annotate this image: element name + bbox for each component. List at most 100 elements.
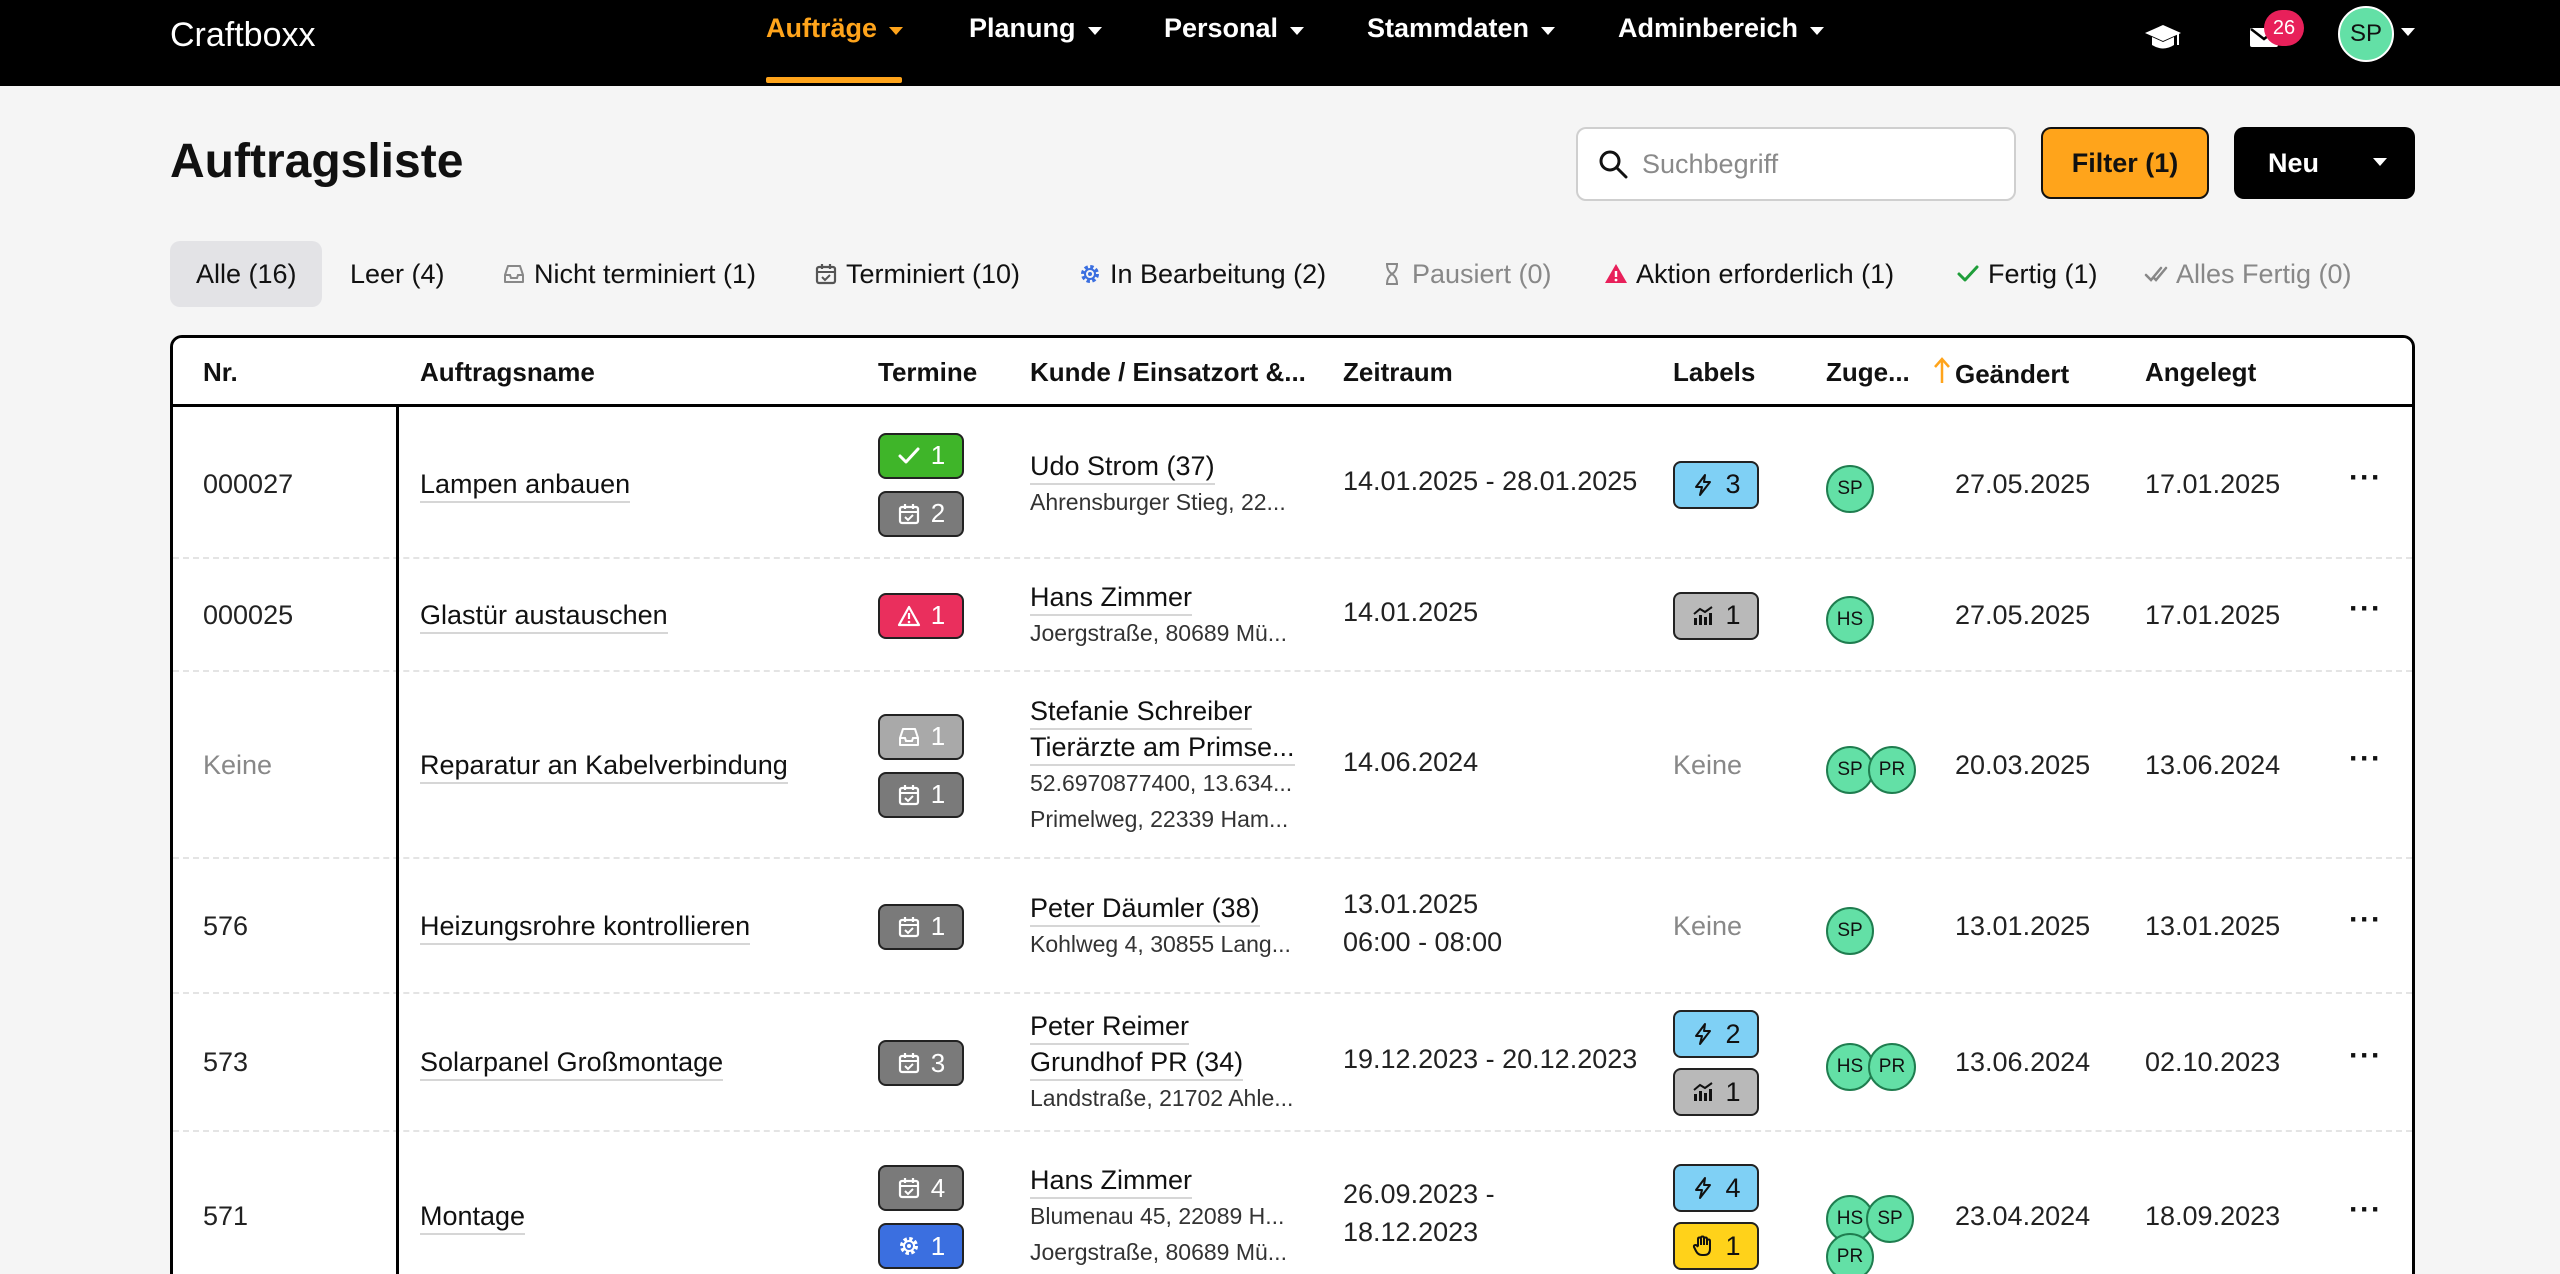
- more-actions-icon[interactable]: ···: [2349, 902, 2382, 936]
- assignee-avatar[interactable]: PR: [1868, 745, 1916, 794]
- assignee-avatar[interactable]: SP: [1866, 1195, 1914, 1243]
- customer-name[interactable]: Grundhof PR (34): [1030, 1045, 1244, 1081]
- status-tab[interactable]: Terminiert (10): [788, 241, 1046, 307]
- label-badge[interactable]: 4: [1673, 1164, 1759, 1212]
- status-tab[interactable]: In Bearbeitung (2): [1052, 241, 1352, 307]
- label-badge[interactable]: 1: [1673, 1222, 1759, 1270]
- status-tab[interactable]: Pausiert (0): [1354, 241, 1578, 307]
- customer-name[interactable]: Hans Zimmer: [1030, 1163, 1193, 1199]
- status-tab[interactable]: Aktion erforderlich (1): [1578, 241, 1920, 307]
- column-header[interactable]: Termine: [878, 357, 977, 388]
- column-header[interactable]: Zeitraum: [1343, 357, 1453, 388]
- nav-item-planung[interactable]: Planung: [969, 13, 1102, 86]
- label-badge[interactable]: 2: [1673, 1010, 1759, 1058]
- customer-address: Blumenau 45, 22089 H...: [1030, 1203, 1285, 1229]
- order-name-link[interactable]: Montage: [420, 1201, 526, 1235]
- created-date: 02.10.2023: [2145, 1047, 2281, 1077]
- label-badge[interactable]: 1: [1673, 591, 1759, 640]
- status-tab[interactable]: Leer (4): [324, 241, 471, 307]
- table-row[interactable]: 573 Solarpanel Großmontage 3 Peter Reimer Gr…: [173, 994, 2412, 1132]
- appointment-badge[interactable]: 1: [878, 903, 964, 950]
- appointment-badge[interactable]: 1: [878, 1223, 964, 1269]
- assignee-avatar[interactable]: SP: [1826, 464, 1874, 513]
- more-actions-icon[interactable]: ···: [2349, 460, 2382, 494]
- customer-name[interactable]: Tierärzte am Primse...: [1030, 730, 1295, 766]
- order-name-link[interactable]: Reparatur an Kabelverbindung: [420, 749, 788, 784]
- appointment-badge[interactable]: 3: [878, 1040, 964, 1086]
- status-tab[interactable]: Nicht terminiert (1): [476, 241, 782, 307]
- appointment-badge[interactable]: 1: [878, 592, 964, 639]
- column-header[interactable]: Nr.: [203, 357, 238, 388]
- appointment-badge[interactable]: 1: [878, 432, 964, 479]
- appointment-badge[interactable]: 1: [878, 713, 964, 760]
- customer-name[interactable]: Peter Däumler (38): [1030, 891, 1260, 927]
- table-row[interactable]: Keine Reparatur an Kabelverbindung 1 1 Stefa…: [173, 672, 2412, 859]
- customer-cell: Peter Däumler (38) Kohlweg 4, 30855 Lang.…: [1030, 891, 1320, 963]
- more-actions-icon[interactable]: ···: [2349, 741, 2382, 775]
- assignee-avatar[interactable]: PR: [1868, 1043, 1916, 1091]
- more-actions-icon[interactable]: ···: [2349, 1039, 2382, 1072]
- order-name-link[interactable]: Glastür austauschen: [420, 599, 668, 634]
- column-header[interactable]: Labels: [1673, 357, 1755, 388]
- table-row[interactable]: 576 Heizungsrohre kontrollieren 1 Peter Däu…: [173, 859, 2412, 994]
- filter-button[interactable]: Filter (1): [2041, 127, 2209, 199]
- more-actions-icon[interactable]: ···: [2349, 591, 2382, 625]
- assignee-avatar[interactable]: SP: [1826, 906, 1874, 955]
- customer-address: Ahrensburger Stieg, 22...: [1030, 488, 1286, 515]
- appointment-count: 2: [930, 498, 946, 528]
- search-input[interactable]: [1642, 148, 2002, 180]
- gear-icon: [1078, 262, 1102, 286]
- nav-item-aufträge[interactable]: Aufträge: [766, 13, 904, 86]
- column-divider: [396, 407, 399, 1274]
- table-row[interactable]: 571 Montage 4 1 Hans Zimmer Blumenau 45, 2208…: [173, 1132, 2412, 1274]
- nav-item-personal[interactable]: Personal: [1164, 13, 1305, 86]
- customer-name[interactable]: Peter Reimer: [1030, 1009, 1190, 1045]
- table-row[interactable]: 000027 Lampen anbauen 1 2 Udo Strom (37) Ahre…: [173, 410, 2412, 559]
- customer-name[interactable]: Stefanie Schreiber: [1030, 694, 1253, 730]
- customer-cell: Udo Strom (37) Ahrensburger Stieg, 22...: [1030, 449, 1320, 521]
- assignee-avatar[interactable]: PR: [1826, 1233, 1874, 1274]
- order-name-link[interactable]: Solarpanel Großmontage: [420, 1047, 724, 1081]
- status-tab[interactable]: Alle (16): [170, 241, 322, 307]
- active-nav-underline: [766, 77, 902, 83]
- status-tab[interactable]: Alles Fertig (0): [2118, 241, 2378, 307]
- order-name: Heizungsrohre kontrollieren: [420, 910, 751, 945]
- more-actions-icon[interactable]: ···: [2349, 1193, 2382, 1226]
- sort-arrow-up-icon: [1933, 357, 1951, 392]
- brand-logo[interactable]: Craftboxx: [170, 16, 316, 54]
- appointment-badge[interactable]: 2: [878, 490, 964, 537]
- double-check-icon: [2144, 262, 2168, 286]
- nav-item-adminbereich[interactable]: Adminbereich: [1618, 13, 1825, 86]
- bolt-icon: [1691, 473, 1715, 497]
- assignee-avatar[interactable]: HS: [1826, 595, 1874, 644]
- appointment-badge[interactable]: 1: [878, 771, 964, 818]
- chevron-down-icon[interactable]: [2373, 158, 2387, 166]
- order-number: Keine: [203, 749, 273, 780]
- nav-item-stammdaten[interactable]: Stammdaten: [1367, 13, 1556, 86]
- status-tab[interactable]: Fertig (1): [1930, 241, 2124, 307]
- order-name-link[interactable]: Lampen anbauen: [420, 468, 631, 503]
- order-number: 000027: [203, 468, 294, 499]
- chevron-down-icon[interactable]: [2401, 28, 2415, 36]
- column-header[interactable]: Zuge...: [1826, 357, 1910, 388]
- label-count: 1: [1725, 1076, 1741, 1107]
- label-count: 1: [1725, 600, 1741, 630]
- column-header[interactable]: Kunde / Einsatzort &...: [1030, 357, 1306, 388]
- user-avatar[interactable]: SP: [2338, 6, 2394, 62]
- column-header[interactable]: Geändert: [1933, 357, 2069, 392]
- assignee-avatar[interactable]: HS: [1826, 1043, 1874, 1091]
- bolt-icon: [1691, 1022, 1715, 1046]
- column-header[interactable]: Auftragsname: [420, 357, 595, 388]
- assignee-avatar[interactable]: SP: [1826, 745, 1874, 794]
- column-header[interactable]: Angelegt: [2145, 357, 2256, 388]
- label-badge[interactable]: 3: [1673, 460, 1759, 509]
- search-box[interactable]: [1576, 127, 2016, 201]
- table-row[interactable]: 000025 Glastür austauschen 1 Hans Zimmer Joe…: [173, 559, 2412, 672]
- customer-name[interactable]: Udo Strom (37): [1030, 449, 1215, 485]
- graduation-cap-icon[interactable]: [2140, 18, 2186, 58]
- new-order-button[interactable]: Neu: [2234, 127, 2415, 199]
- label-badge[interactable]: 1: [1673, 1068, 1759, 1116]
- order-name-link[interactable]: Heizungsrohre kontrollieren: [420, 910, 751, 945]
- customer-name[interactable]: Hans Zimmer: [1030, 580, 1193, 616]
- appointment-badge[interactable]: 4: [878, 1165, 964, 1211]
